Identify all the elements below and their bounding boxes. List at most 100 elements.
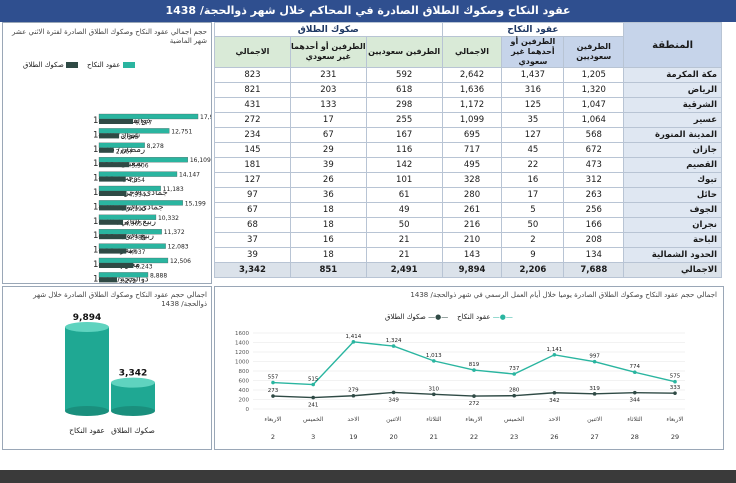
x-day-name: الثلاثاء — [426, 416, 442, 423]
region-name: القصيم — [623, 157, 722, 173]
cell-d-saudi: 2,491 — [365, 262, 443, 278]
region-name: حائل — [623, 187, 722, 203]
bar-divorce — [99, 277, 118, 283]
data-label-divorce: 273 — [268, 388, 279, 394]
bar-marriage — [98, 214, 157, 220]
region-name: نجران — [623, 217, 722, 233]
table-row: جازان 672 45 717 116 29 145 — [214, 142, 722, 158]
point-divorce — [432, 392, 436, 397]
cell-m-total: 9,894 — [441, 262, 503, 278]
cell-m-saudi: 256 — [563, 202, 625, 218]
month-label: ذوالحجة/ 1437 — [93, 274, 149, 283]
legend-marriage-swatch — [122, 62, 135, 68]
region-name: المدينة المنورة — [623, 127, 722, 143]
cell-d-non: 133 — [289, 97, 367, 113]
cell-m-total: 216 — [441, 217, 503, 233]
table-row: المدينة المنورة 568 127 695 167 67 234 — [214, 127, 722, 143]
bar-divorce-value: 4,990 — [129, 206, 146, 213]
point-marriage — [271, 380, 275, 385]
data-label-divorce: 349 — [388, 397, 399, 403]
y-tick-label: 0 — [246, 407, 250, 413]
table-row: حائل 263 17 280 61 36 97 — [214, 187, 722, 203]
cell-d-non: 18 — [289, 247, 367, 263]
point-divorce — [271, 394, 275, 398]
bar-marriage — [98, 200, 183, 206]
table-row: مكة المكرمة 1,205 1,437 2,642 592 231 823 — [214, 67, 722, 83]
x-day-name: الثلاثاء — [627, 416, 643, 423]
header-m-non-saudi: الطرفين أو أحدهما غير سعودي — [501, 36, 565, 68]
x-tick-label: 20 — [389, 433, 397, 441]
cell-d-saudi: 116 — [365, 142, 443, 158]
cell-m-saudi: 672 — [563, 142, 625, 158]
point-marriage — [512, 372, 516, 376]
cell-d-non: 851 — [289, 262, 367, 278]
data-label-marriage: 997 — [589, 354, 600, 360]
cell-d-saudi: 618 — [365, 82, 443, 98]
region-name: الاجمالي — [623, 262, 722, 278]
cell-d-non: 29 — [289, 142, 367, 158]
bar-divorce — [99, 263, 134, 268]
bar-marriage-value: 11,183 — [163, 186, 184, 193]
cylinder-base — [111, 406, 155, 416]
cell-m-saudi: 568 — [563, 127, 625, 143]
cell-d-total: 68 — [214, 217, 291, 233]
table-row: الجوف 256 5 261 49 18 67 — [214, 202, 722, 218]
cell-m-non: 125 — [501, 97, 565, 113]
cell-d-total: 3,342 — [214, 262, 291, 278]
point-divorce — [673, 391, 677, 395]
bar-divorce — [99, 162, 130, 168]
cell-m-non: 2,206 — [501, 262, 565, 278]
point-marriage — [432, 359, 436, 363]
point-marriage — [633, 370, 637, 375]
bar-marriage-value: 16,109 — [190, 157, 211, 164]
daily-chart-panel: اجمالي حجم عقود النكاح وصكوك الطلاق الصا… — [214, 286, 724, 450]
cell-m-total: 261 — [441, 202, 503, 218]
x-day-name: الاحد — [548, 416, 560, 423]
data-label-divorce: 272 — [469, 401, 480, 407]
bar-divorce — [99, 147, 114, 153]
bar-divorce — [99, 248, 127, 254]
bar-divorce — [99, 191, 127, 196]
x-day-name: الخميس — [303, 416, 324, 423]
point-marriage — [351, 340, 356, 344]
cell-d-total: 821 — [214, 82, 291, 98]
x-tick-label: 19 — [349, 433, 357, 441]
x-tick-label: 23 — [510, 433, 518, 441]
bar-divorce-value: 6,177 — [135, 120, 152, 127]
data-label-marriage: 1,414 — [346, 334, 362, 340]
legend-divorce-swatch — [66, 62, 79, 68]
x-tick-label: 21 — [430, 433, 438, 441]
cell-d-non: 231 — [289, 67, 367, 83]
bar-divorce-value: 4,984 — [128, 235, 145, 242]
cell-d-non: 203 — [289, 82, 367, 98]
cell-m-saudi: 1,205 — [563, 67, 625, 83]
point-divorce — [592, 392, 597, 396]
cylinder-body — [65, 327, 109, 411]
bar-marriage-value: 11,372 — [164, 229, 185, 236]
cell-m-saudi: 7,688 — [563, 262, 625, 278]
cell-d-total: 145 — [214, 142, 291, 158]
header-group-divorce: صكوك الطلاق — [214, 22, 443, 37]
data-label-divorce: 342 — [549, 398, 560, 404]
header-d-total: الاجمالي — [214, 36, 291, 68]
header-group-marriage: عقود النكاح — [441, 22, 625, 37]
point-divorce — [391, 390, 396, 395]
cell-m-total: 495 — [441, 157, 503, 173]
point-marriage — [592, 359, 597, 364]
header-m-total: الاجمالي — [441, 36, 503, 68]
region-name: عسير — [623, 112, 722, 128]
bar-marriage — [98, 113, 199, 120]
daily-legend: —●— عقود النكاح —●— صكوك الطلاق — [385, 313, 513, 321]
point-divorce — [472, 394, 476, 398]
cell-d-non: 26 — [289, 172, 367, 188]
cell-d-saudi: 298 — [365, 97, 443, 113]
x-tick-label: 27 — [590, 433, 598, 441]
cell-m-saudi: 312 — [563, 172, 625, 188]
bar-marriage — [98, 142, 145, 148]
cell-m-non: 9 — [501, 247, 565, 263]
cell-m-non: 2 — [501, 232, 565, 248]
bar-divorce — [99, 234, 127, 240]
cell-m-saudi: 1,047 — [563, 97, 625, 113]
cell-m-saudi: 263 — [563, 187, 625, 203]
